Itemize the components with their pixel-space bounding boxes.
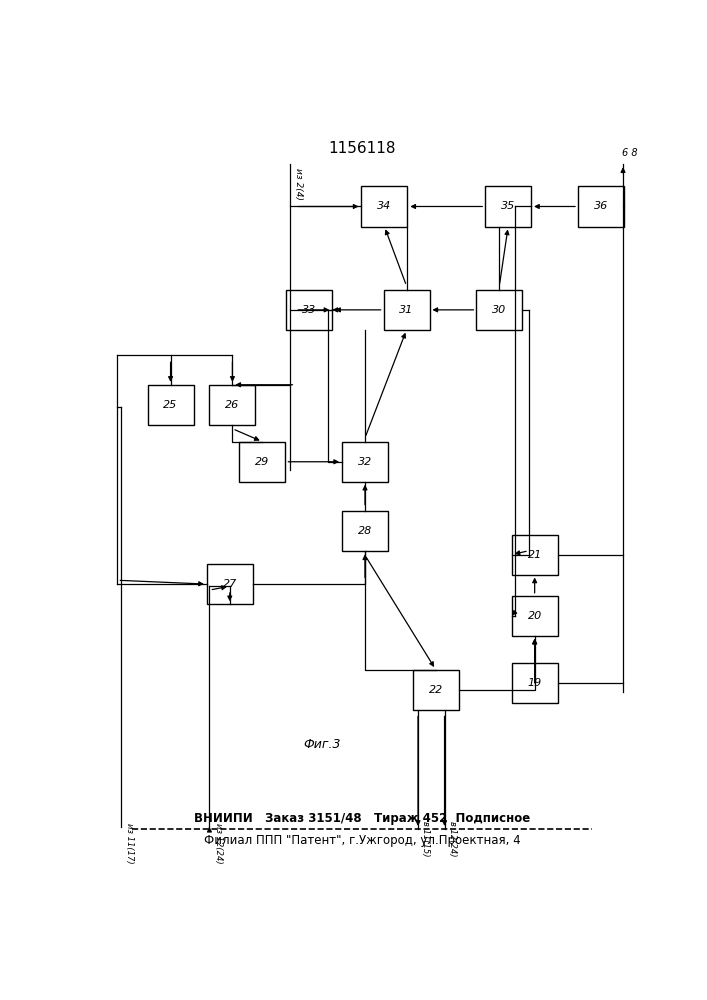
FancyBboxPatch shape (207, 564, 253, 604)
Text: в 12(24): в 12(24) (448, 821, 457, 857)
Text: из 2(4): из 2(4) (293, 168, 303, 200)
Text: Фиг.3: Фиг.3 (304, 738, 341, 751)
FancyBboxPatch shape (342, 511, 388, 551)
Text: 31: 31 (399, 305, 414, 315)
Text: 33: 33 (302, 305, 317, 315)
FancyBboxPatch shape (361, 186, 407, 227)
Text: 20: 20 (527, 611, 542, 621)
FancyBboxPatch shape (342, 442, 388, 482)
Text: 35: 35 (501, 201, 515, 211)
Text: 21: 21 (527, 550, 542, 560)
FancyBboxPatch shape (240, 442, 286, 482)
Text: 28: 28 (358, 526, 372, 536)
Text: 30: 30 (492, 305, 506, 315)
Text: 6 8: 6 8 (621, 148, 638, 158)
Text: 1156118: 1156118 (329, 141, 396, 156)
Text: 32: 32 (358, 457, 372, 467)
Text: из 11(17): из 11(17) (125, 823, 134, 863)
FancyBboxPatch shape (477, 290, 522, 330)
Text: 27: 27 (223, 579, 237, 589)
Text: в 11(15): в 11(15) (421, 821, 431, 857)
Text: 34: 34 (378, 201, 392, 211)
Text: из 12(24): из 12(24) (214, 823, 223, 863)
Text: 26: 26 (226, 400, 240, 410)
FancyBboxPatch shape (148, 385, 194, 425)
Text: 36: 36 (594, 201, 608, 211)
Text: Филиал ППП "Патент", г.Ужгород, ул.Проектная, 4: Филиал ППП "Патент", г.Ужгород, ул.Проек… (204, 834, 520, 847)
FancyBboxPatch shape (512, 535, 558, 575)
Text: 25: 25 (163, 400, 177, 410)
FancyBboxPatch shape (286, 290, 332, 330)
FancyBboxPatch shape (384, 290, 430, 330)
FancyBboxPatch shape (578, 186, 624, 227)
Text: 22: 22 (428, 685, 443, 695)
FancyBboxPatch shape (512, 596, 558, 636)
FancyBboxPatch shape (209, 385, 255, 425)
FancyBboxPatch shape (413, 670, 459, 710)
Text: 29: 29 (255, 457, 269, 467)
Text: ВНИИПИ   Заказ 3151/48   Тираж 452  Подписное: ВНИИПИ Заказ 3151/48 Тираж 452 Подписное (194, 812, 530, 825)
FancyBboxPatch shape (485, 186, 531, 227)
Text: 19: 19 (527, 678, 542, 688)
FancyBboxPatch shape (512, 663, 558, 703)
